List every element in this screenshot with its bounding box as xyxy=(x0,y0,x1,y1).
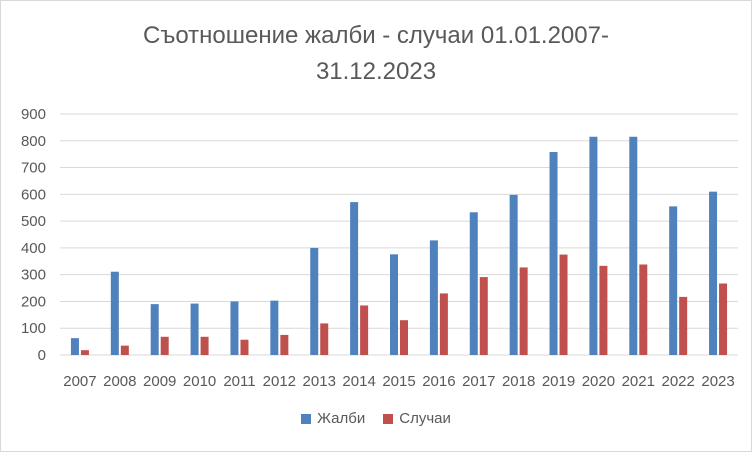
x-tick-label: 2017 xyxy=(462,373,495,390)
legend-label-complaints: Жалби xyxy=(317,410,366,427)
legend-swatch-cases xyxy=(383,413,394,424)
bar-complaints-2012 xyxy=(270,300,279,355)
bar-complaints-2007 xyxy=(70,338,79,355)
bar-cases-2007 xyxy=(80,350,89,355)
chart-title-line-1: Съотношение жалби - случаи 01.01.2007- xyxy=(143,22,609,49)
bar-cases-2008 xyxy=(120,345,129,355)
y-tick-label: 0 xyxy=(38,347,46,364)
bar-cases-2016 xyxy=(439,293,448,355)
x-tick-label: 2009 xyxy=(143,373,176,390)
bar-complaints-2010 xyxy=(190,303,199,355)
bar-complaints-2009 xyxy=(150,304,159,355)
legend-swatch-complaints xyxy=(301,413,312,424)
bar-complaints-2019 xyxy=(549,152,558,355)
bar-cases-2020 xyxy=(599,265,608,355)
bar-cases-2012 xyxy=(280,334,289,355)
x-tick-label: 2008 xyxy=(103,373,136,390)
bar-complaints-2008 xyxy=(110,271,119,355)
bar-cases-2018 xyxy=(519,267,528,355)
bar-complaints-2013 xyxy=(310,247,319,355)
bar-complaints-2015 xyxy=(390,254,398,355)
bar-cases-2017 xyxy=(479,277,488,355)
bar-complaints-2020 xyxy=(589,136,598,355)
y-tick-label: 700 xyxy=(21,160,46,177)
bar-complaints-2021 xyxy=(629,136,638,355)
x-tick-label: 2012 xyxy=(263,373,296,390)
x-axis-ticks: 2007 2008 2009 2010 2011 2012 2013 2014 2015 2016… xyxy=(63,373,734,390)
bar-complaints-2022 xyxy=(669,206,678,355)
y-tick-label: 800 xyxy=(21,133,46,150)
x-tick-label: 2014 xyxy=(342,373,375,390)
bar-cases-2015 xyxy=(400,320,408,355)
legend-item-complaints: Жалби xyxy=(301,410,365,427)
bar-cases-2021 xyxy=(639,264,648,355)
x-tick-label: 2021 xyxy=(622,373,655,390)
chart-title: Съотношение жалби - случаи 01.01.2007- 3… xyxy=(0,18,752,90)
bar-cases-2023 xyxy=(719,283,728,355)
bar-complaints-2018 xyxy=(509,194,518,355)
y-tick-label: 900 xyxy=(21,106,46,123)
bar-cases-2022 xyxy=(679,296,688,355)
legend-label-cases: Случаи xyxy=(399,410,451,427)
bar-complaints-2017 xyxy=(469,212,478,355)
bar-complaints-2011 xyxy=(230,301,239,355)
x-tick-label: 2010 xyxy=(183,373,216,390)
x-tick-label: 2019 xyxy=(542,373,575,390)
y-tick-label: 200 xyxy=(21,293,46,310)
x-tick-label: 2007 xyxy=(63,373,96,390)
bar-cases-2014 xyxy=(360,305,369,355)
bar-complaints-2023 xyxy=(709,191,718,355)
y-tick-label: 100 xyxy=(21,320,46,337)
x-tick-label: 2018 xyxy=(502,373,535,390)
bar-complaints-2014 xyxy=(350,202,359,355)
bar-cases-2011 xyxy=(240,339,249,355)
x-tick-label: 2011 xyxy=(223,373,255,390)
bar-complaints-2016 xyxy=(429,240,438,355)
x-tick-label: 2015 xyxy=(382,373,415,390)
legend-item-cases: Случаи xyxy=(383,410,451,427)
bar-cases-2013 xyxy=(320,323,329,355)
gridlines xyxy=(60,113,738,356)
bar-cases-2010 xyxy=(200,336,209,355)
x-tick-label: 2022 xyxy=(661,373,694,390)
bars xyxy=(70,136,728,355)
x-tick-label: 2013 xyxy=(303,373,336,390)
x-tick-label: 2016 xyxy=(422,373,455,390)
x-tick-label: 2020 xyxy=(582,373,615,390)
legend: Жалби Случаи xyxy=(0,410,752,427)
bar-cases-2009 xyxy=(160,336,169,355)
y-tick-label: 500 xyxy=(21,213,46,230)
y-tick-label: 400 xyxy=(21,240,46,257)
y-tick-label: 600 xyxy=(21,186,46,203)
y-tick-label: 300 xyxy=(21,267,46,284)
y-axis-ticks: 0 100 200 300 400 500 600 700 800 900 xyxy=(21,106,46,364)
chart-title-line-2: 31.12.2023 xyxy=(315,58,437,85)
bar-cases-2019 xyxy=(559,254,568,355)
x-tick-label: 2023 xyxy=(701,373,734,390)
